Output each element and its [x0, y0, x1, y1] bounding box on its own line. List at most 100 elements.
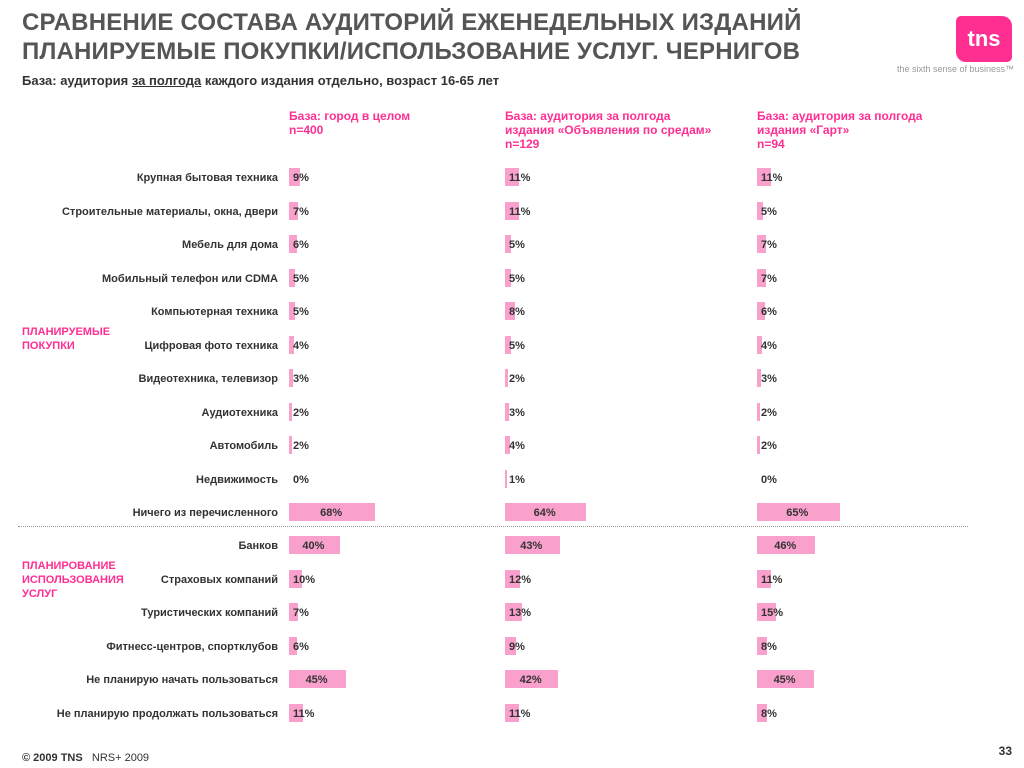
- bar: [505, 569, 521, 588]
- data-label: 2%: [509, 373, 525, 385]
- data-label: 64%: [533, 507, 556, 519]
- data-label: 12%: [509, 573, 532, 586]
- data-label: 11%: [761, 172, 783, 184]
- data-label: 5%: [293, 272, 309, 285]
- data-label: 11%: [293, 707, 315, 720]
- footer-source: NRS+ 2009: [91, 752, 150, 764]
- page-title: СРАВНЕНИЕ СОСТАВА АУДИТОРИЙ ЕЖЕНЕДЕЛЬНЫХ…: [22, 8, 882, 66]
- bar: [757, 268, 766, 287]
- footer: © 2009 TNS NRS+ 2009: [22, 752, 149, 764]
- data-label: 13%: [509, 607, 532, 619]
- data-label: 15%: [761, 607, 784, 619]
- data-label: 8%: [509, 306, 525, 318]
- bar: [505, 235, 512, 253]
- row-label: Туристических компаний: [141, 607, 278, 619]
- base-underlined: за полгода: [131, 73, 202, 88]
- data-label: 5%: [509, 339, 525, 352]
- tns-logo: tns: [956, 16, 1012, 62]
- data-label: 45%: [305, 674, 328, 686]
- data-label: 3%: [293, 373, 309, 385]
- bar: [757, 536, 816, 554]
- row-label: Не планирую продолжать пользоваться: [56, 707, 278, 720]
- bar: [289, 670, 347, 688]
- data-label: 3%: [761, 373, 777, 385]
- bar: [505, 268, 512, 287]
- group-label-purchases: ПЛАНИРУЕМЫЕ ПОКУПКИ: [22, 326, 111, 352]
- data-label: 4%: [293, 339, 309, 352]
- row-label: Страховых компаний: [160, 573, 278, 586]
- title-line-1: СРАВНЕНИЕ СОСТАВА АУДИТОРИЙ ЕЖЕНЕДЕЛЬНЫХ…: [22, 9, 802, 36]
- row-label: Автомобиль: [209, 440, 278, 452]
- bar: [289, 302, 296, 320]
- data-label: 9%: [293, 172, 309, 184]
- data-label: 3%: [509, 406, 525, 419]
- data-label: 6%: [293, 640, 309, 653]
- bar: [757, 201, 764, 220]
- bar: [757, 603, 777, 621]
- row-label: Видеотехника, телевизор: [138, 373, 279, 385]
- data-label: 7%: [761, 239, 777, 251]
- bar: [757, 436, 760, 454]
- bar: [289, 402, 292, 421]
- row-label: Мобильный телефон или CDMA: [102, 272, 278, 285]
- data-label: 11%: [509, 707, 531, 720]
- data-label: 5%: [509, 272, 525, 285]
- bar: [505, 201, 519, 220]
- bar: [289, 268, 296, 287]
- bar: [289, 703, 303, 722]
- data-label: 45%: [773, 674, 796, 686]
- data-label: 46%: [774, 540, 797, 552]
- logo-tagline: the sixth sense of business™: [896, 64, 1014, 74]
- row-label: Мебель для дома: [182, 239, 278, 251]
- group-label-services: ПЛАНИРОВАНИЕ ИСПОЛЬЗОВАНИЯ УСЛУГ: [22, 560, 124, 600]
- data-label: 8%: [761, 640, 777, 653]
- data-label: 7%: [293, 607, 309, 619]
- bar: [505, 670, 559, 688]
- row-label: Компьютерная техника: [151, 306, 278, 318]
- data-label: 9%: [509, 640, 525, 653]
- bar: [505, 469, 507, 488]
- data-label: 0%: [293, 473, 309, 486]
- bar: [505, 302, 516, 320]
- data-label: 2%: [761, 440, 777, 452]
- data-label: 2%: [761, 406, 777, 419]
- data-label: 6%: [761, 306, 777, 318]
- bar: [757, 636, 768, 655]
- bar: [757, 168, 771, 186]
- bar: [289, 335, 295, 354]
- data-label: 10%: [293, 573, 316, 586]
- bar: [505, 503, 587, 521]
- row-label: Ничего из перечисленного: [132, 507, 278, 519]
- bar: [505, 168, 519, 186]
- bar: [757, 569, 771, 588]
- bar: [289, 168, 301, 186]
- title-line-2: ПЛАНИРУЕМЫЕ ПОКУПКИ/ИСПОЛЬЗОВАНИЕ УСЛУГ.…: [22, 38, 801, 65]
- column-header-gart: База: аудитория за полгода издания «Гарт»…: [757, 109, 923, 151]
- data-label: 68%: [320, 507, 343, 519]
- page-number: 33: [998, 744, 1012, 758]
- bar: [757, 369, 761, 387]
- bar: [289, 436, 292, 454]
- column-header-city: База: город в целом n=400: [289, 109, 411, 137]
- data-label: 2%: [293, 440, 309, 452]
- data-label: 7%: [293, 205, 309, 218]
- bar: [289, 201, 298, 220]
- row-label: Недвижимость: [196, 473, 278, 486]
- bar: [289, 503, 376, 521]
- bar: [757, 703, 768, 722]
- data-label: 4%: [509, 440, 525, 452]
- data-label: 43%: [520, 540, 543, 552]
- bar: [289, 536, 340, 554]
- column-header-obyavleniya: База: аудитория за полгода издания «Объяв…: [505, 109, 712, 151]
- row-label: Банков: [238, 540, 278, 552]
- base-prefix: База: аудитория: [22, 73, 132, 88]
- data-label: 5%: [509, 239, 525, 251]
- data-label: 5%: [293, 306, 309, 318]
- bar: [289, 603, 298, 621]
- base-description: База: аудитория за полгода каждого издан…: [22, 73, 499, 88]
- base-suffix: каждого издания отдельно, возраст 16-65 …: [201, 73, 500, 88]
- bar: [757, 335, 763, 354]
- row-label: Фитнесс-центров, спортклубов: [106, 640, 278, 653]
- bar: [505, 603, 522, 621]
- bar: [505, 402, 509, 421]
